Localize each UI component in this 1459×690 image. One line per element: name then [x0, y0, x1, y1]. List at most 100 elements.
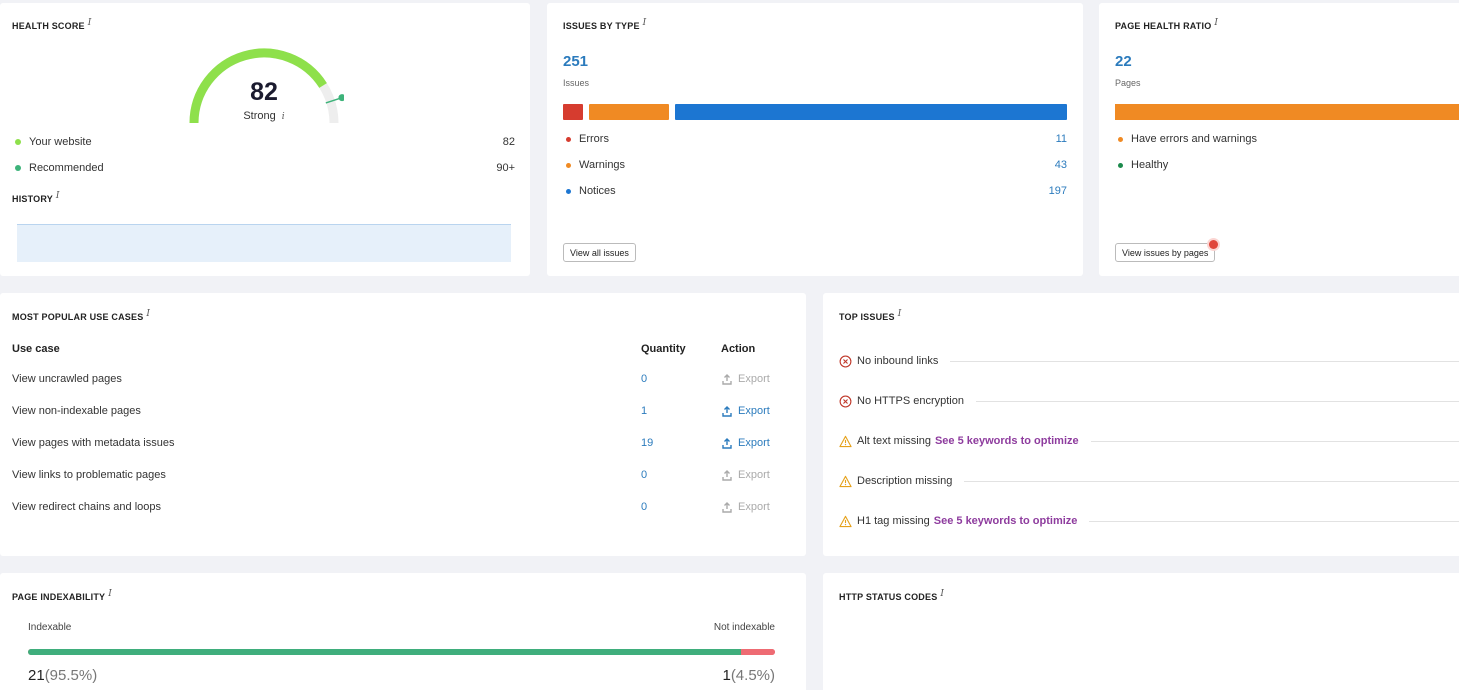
notification-dot	[1209, 240, 1218, 249]
warnings-value[interactable]: 43	[1054, 159, 1067, 171]
info-icon[interactable]: i	[108, 589, 113, 599]
export-label: Export	[738, 501, 770, 513]
export-label: Export	[738, 405, 770, 417]
http-status-title: HTTP STATUS CODES i	[839, 589, 945, 602]
keywords-link[interactable]: See 5 keywords to optimize	[934, 435, 1079, 447]
upload-icon	[722, 501, 738, 513]
top-issue-row[interactable]: No HTTPS encryption	[839, 393, 1459, 409]
info-icon[interactable]: i	[281, 112, 285, 122]
top-issues-card: TOP ISSUES i No inbound links No HTTPS enc…	[823, 293, 1459, 556]
notices-value[interactable]: 197	[1048, 185, 1067, 197]
legend-recommended: Recommended	[15, 162, 104, 174]
view-issues-by-pages-button[interactable]: View issues by pages	[1115, 243, 1216, 262]
health-score-title: HEALTH SCORE i	[12, 18, 92, 31]
errors-warnings-row: Have errors and warnings	[1118, 133, 1257, 145]
warning-triangle-icon	[839, 475, 852, 488]
quantity-header: Quantity	[641, 343, 686, 355]
row-divider	[1089, 520, 1459, 522]
info-icon[interactable]: i	[146, 309, 151, 319]
issues-by-type-title: ISSUES BY TYPE i	[563, 18, 647, 31]
row-divider	[950, 360, 1459, 362]
history-chart[interactable]	[17, 224, 511, 262]
export-label: Export	[738, 373, 770, 385]
export-button[interactable]: Export	[722, 501, 770, 513]
page-health-ratio-card: PAGE HEALTH RATIO i 22 Pages Have errors …	[1099, 3, 1459, 276]
upload-icon	[722, 373, 738, 385]
your-website-value: 82	[502, 136, 515, 148]
recommended-dot	[338, 94, 344, 102]
info-icon[interactable]: i	[940, 589, 945, 599]
use-case-label: View redirect chains and loops	[12, 501, 161, 513]
export-label: Export	[738, 469, 770, 481]
use-case-header: Use case	[12, 343, 60, 355]
use-case-quantity[interactable]: 0	[641, 501, 648, 513]
errors-bar-segment[interactable]	[563, 104, 583, 120]
top-issue-row[interactable]: H1 tag missing See 5 keywords to optimize	[839, 513, 1459, 529]
upload-icon	[722, 469, 738, 481]
use-case-label: View uncrawled pages	[12, 373, 122, 385]
keywords-link[interactable]: See 5 keywords to optimize	[933, 515, 1078, 527]
indexable-count[interactable]: 21(95.5%)	[28, 667, 98, 684]
info-icon[interactable]: i	[642, 18, 647, 28]
http-status-card: HTTP STATUS CODES i	[823, 573, 1459, 690]
warnings-bar-segment[interactable]	[589, 104, 669, 120]
use-case-label: View pages with metadata issues	[12, 437, 175, 449]
top-issue-label[interactable]: No inbound links	[857, 355, 939, 367]
gauge-fill	[189, 48, 327, 124]
use-cases-title: MOST POPULAR USE CASES i	[12, 309, 151, 322]
issues-total[interactable]: 251	[563, 53, 589, 70]
recommended-value: 90+	[496, 162, 515, 174]
not-indexable-count[interactable]: 1(4.5%)	[722, 667, 775, 684]
export-button[interactable]: Export	[722, 469, 770, 481]
use-case-label: View non-indexable pages	[12, 405, 141, 417]
not-indexable-label: Not indexable	[713, 622, 775, 633]
page-indexability-title: PAGE INDEXABILITY i	[12, 589, 113, 602]
healthy-row: Healthy	[1118, 159, 1168, 171]
issues-by-type-card: ISSUES BY TYPE i 251 Issues Errors 11 War…	[547, 3, 1083, 276]
info-icon[interactable]: i	[55, 191, 60, 201]
issues-bar	[563, 104, 1067, 120]
top-issues-title: TOP ISSUES i	[839, 309, 902, 322]
info-icon[interactable]: i	[897, 309, 902, 319]
info-icon[interactable]: i	[87, 18, 92, 28]
top-issue-label[interactable]: H1 tag missing	[857, 515, 930, 527]
use-case-quantity[interactable]: 0	[641, 469, 648, 481]
pages-total-label: Pages	[1115, 78, 1141, 88]
recommended-dot	[15, 165, 21, 171]
warning-triangle-icon	[839, 435, 852, 448]
use-case-quantity[interactable]: 19	[641, 437, 654, 449]
indexable-label: Indexable	[28, 622, 72, 633]
warnings-row: Warnings	[566, 159, 625, 171]
top-issue-label[interactable]: No HTTPS encryption	[857, 395, 964, 407]
export-label: Export	[738, 437, 770, 449]
indexable-bar-segment[interactable]	[28, 649, 742, 655]
notices-bar-segment[interactable]	[675, 104, 1067, 120]
pages-total[interactable]: 22	[1115, 53, 1132, 70]
export-button[interactable]: Export	[722, 373, 770, 385]
page-health-ratio-title: PAGE HEALTH RATIO i	[1115, 18, 1219, 31]
not-indexable-bar-segment[interactable]	[741, 649, 775, 655]
errors-dot	[566, 136, 571, 142]
health-score-value: 82	[250, 78, 278, 106]
top-issue-label[interactable]: Alt text missing	[857, 435, 931, 447]
top-issue-row[interactable]: No inbound links	[839, 353, 1459, 369]
issues-total-label: Issues	[563, 78, 590, 88]
use-case-label: View links to problematic pages	[12, 469, 166, 481]
warnings-dot	[566, 162, 571, 168]
use-case-quantity[interactable]: 0	[641, 373, 648, 385]
errors-warnings-dot	[1118, 136, 1123, 142]
top-issue-label[interactable]: Description missing	[857, 475, 953, 487]
top-issue-row[interactable]: Alt text missing See 5 keywords to optimi…	[839, 433, 1459, 449]
use-case-quantity[interactable]: 1	[641, 405, 648, 417]
export-button[interactable]: Export	[722, 437, 770, 449]
page-health-bar[interactable]	[1115, 104, 1459, 120]
health-score-gauge	[189, 48, 344, 124]
your-website-dot	[15, 139, 21, 145]
info-icon[interactable]: i	[1214, 18, 1219, 28]
upload-icon	[722, 405, 738, 417]
view-all-issues-button[interactable]: View all issues	[563, 243, 636, 262]
errors-value[interactable]: 11	[1055, 133, 1067, 145]
top-issue-row[interactable]: Description missing	[839, 473, 1459, 489]
export-button[interactable]: Export	[722, 405, 770, 417]
health-score-card: HEALTH SCORE i 82 Strong i Your website 82…	[0, 3, 530, 276]
